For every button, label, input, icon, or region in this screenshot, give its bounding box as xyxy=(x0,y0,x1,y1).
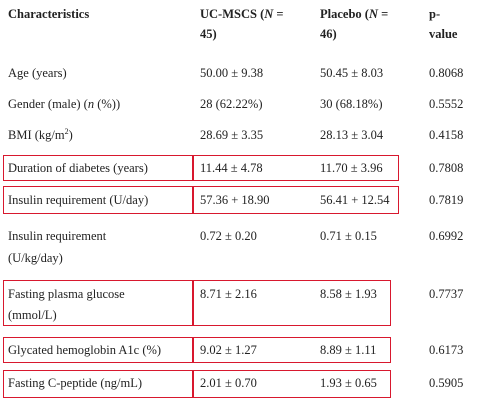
highlight-duration-values xyxy=(193,155,399,181)
row-glucose-p: 0.7737 xyxy=(429,287,464,301)
header-characteristics: Characteristics xyxy=(8,7,90,21)
highlight-insulin-day-label xyxy=(3,186,193,214)
row-hba1c-uc: 9.02 ± 1.27 xyxy=(200,343,257,357)
row-cpeptide-placebo: 1.93 ± 0.65 xyxy=(320,376,377,390)
highlight-cpeptide-values xyxy=(193,370,391,398)
row-cpeptide-uc: 2.01 ± 0.70 xyxy=(200,376,257,390)
header-uc-mscs: UC-MSCS (N = xyxy=(200,7,284,21)
row-glucose-label-unit: (mmol/L) xyxy=(8,308,57,322)
highlight-hba1c-label xyxy=(3,337,193,363)
row-duration-p: 0.7808 xyxy=(429,161,464,175)
row-age-uc: 50.00 ± 9.38 xyxy=(200,66,264,80)
header-uc-mscs-n: 45) xyxy=(200,27,217,41)
row-gender-p: 0.5552 xyxy=(429,97,464,111)
row-gender-placebo: 30 (68.18%) xyxy=(320,97,383,111)
row-hba1c-p: 0.6173 xyxy=(429,343,464,357)
row-insulin-day-placebo: 56.41 + 12.54 xyxy=(320,193,390,207)
highlight-hba1c-values xyxy=(193,337,391,363)
row-hba1c-placebo: 8.89 ± 1.11 xyxy=(320,343,377,357)
header-p: p- xyxy=(429,7,441,21)
highlight-glucose-values xyxy=(193,280,391,326)
row-age-placebo: 50.45 ± 8.03 xyxy=(320,66,384,80)
row-gender-label: Gender (male) (n (%)) xyxy=(8,97,121,111)
row-glucose-label: Fasting plasma glucose xyxy=(8,287,125,301)
highlight-cpeptide-label xyxy=(3,370,193,398)
highlight-glucose-label xyxy=(3,280,193,326)
row-insulin-kg-label-unit: (U/kg/day) xyxy=(8,251,63,265)
row-age-label: Age (years) xyxy=(8,66,67,80)
row-insulin-kg-label: Insulin requirement xyxy=(8,229,107,243)
row-insulin-day-uc: 57.36 + 18.90 xyxy=(200,193,270,207)
highlight-insulin-day-values xyxy=(193,186,399,214)
row-cpeptide-p: 0.5905 xyxy=(429,376,464,390)
row-duration-label: Duration of diabetes (years) xyxy=(8,161,148,175)
row-bmi-uc: 28.69 ± 3.35 xyxy=(200,128,264,142)
row-insulin-kg-uc: 0.72 ± 0.20 xyxy=(200,229,257,243)
row-hba1c-label: Glycated hemoglobin A1c (%) xyxy=(8,343,162,357)
row-age-p: 0.8068 xyxy=(429,66,464,80)
header-placebo: Placebo (N = xyxy=(320,7,389,21)
row-duration-placebo: 11.70 ± 3.96 xyxy=(320,161,383,175)
row-insulin-kg-placebo: 0.71 ± 0.15 xyxy=(320,229,377,243)
row-insulin-day-p: 0.7819 xyxy=(429,193,464,207)
row-gender-uc: 28 (62.22%) xyxy=(200,97,263,111)
row-glucose-placebo: 8.58 ± 1.93 xyxy=(320,287,377,301)
row-insulin-kg-p: 0.6992 xyxy=(429,229,464,243)
row-cpeptide-label: Fasting C-peptide (ng/mL) xyxy=(8,376,143,390)
highlight-duration-label xyxy=(3,155,193,181)
header-placebo-n: 46) xyxy=(320,27,337,41)
row-bmi-placebo: 28.13 ± 3.04 xyxy=(320,128,384,142)
row-insulin-day-label: Insulin requirement (U/day) xyxy=(8,193,149,207)
header-p-value: value xyxy=(429,27,458,41)
row-bmi-p: 0.4158 xyxy=(429,128,464,142)
row-duration-uc: 11.44 ± 4.78 xyxy=(200,161,263,175)
row-bmi-label: BMI (kg/m2) xyxy=(8,126,73,142)
row-glucose-uc: 8.71 ± 2.16 xyxy=(200,287,257,301)
